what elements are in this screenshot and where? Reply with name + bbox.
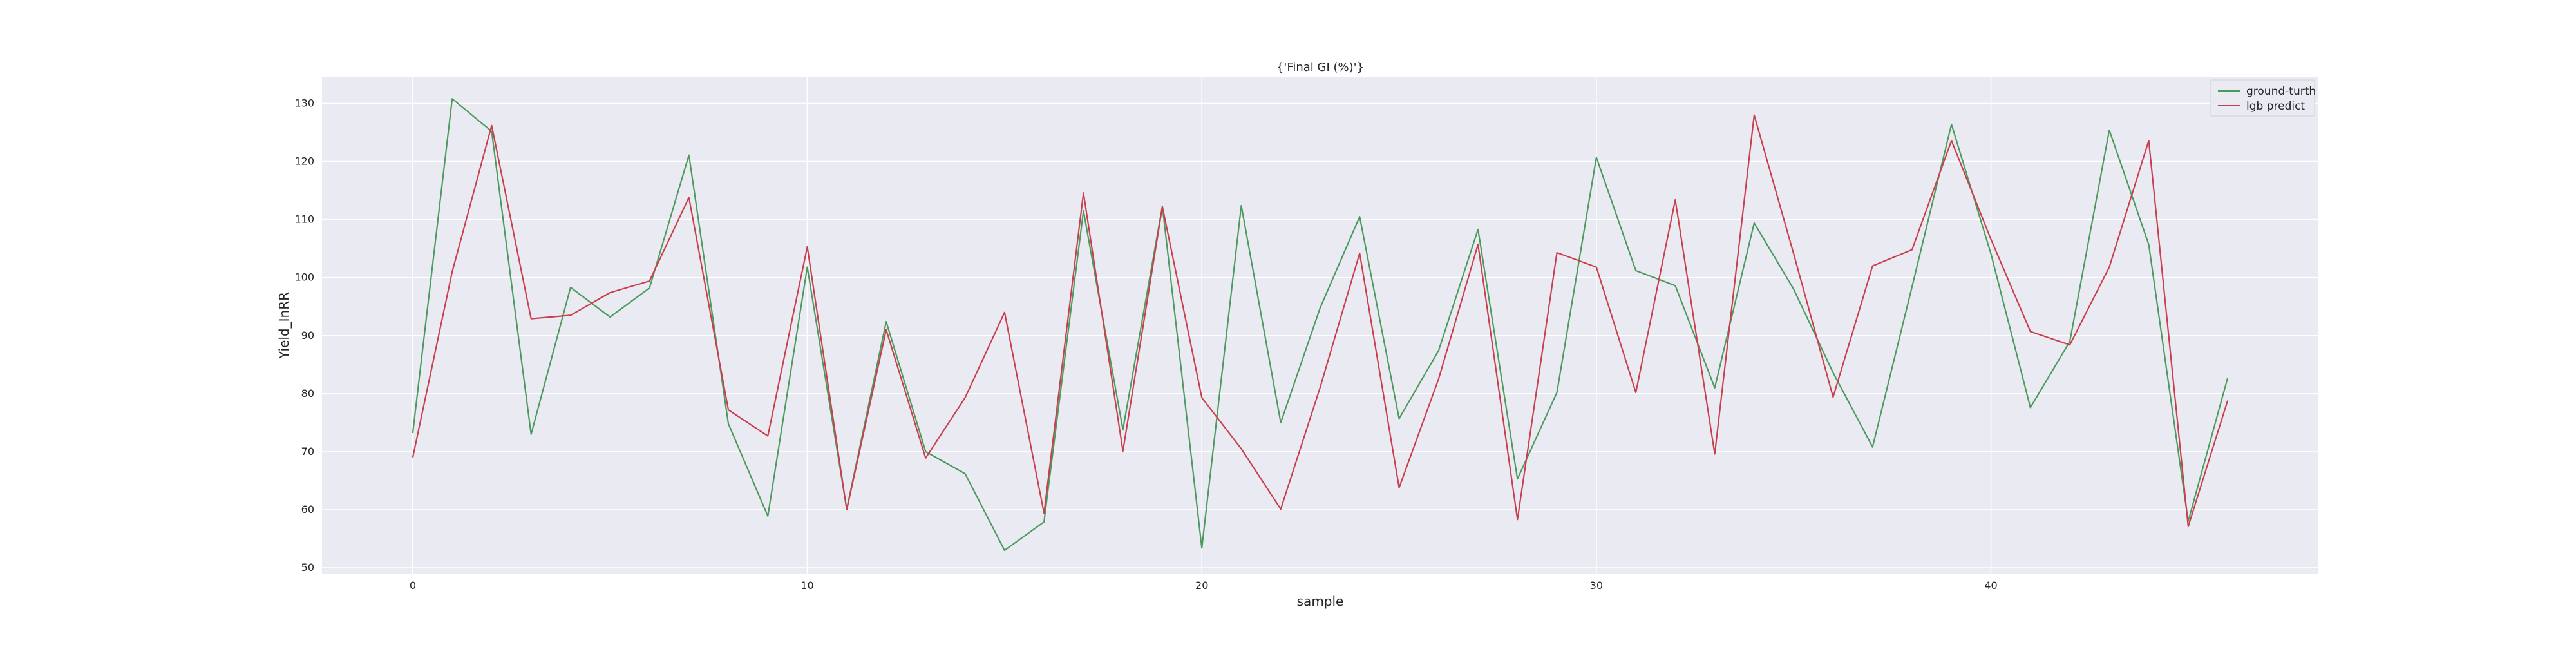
- chart-title: {'Final GI (%)'}: [1276, 61, 1364, 74]
- y-tick-label: 100: [294, 271, 314, 284]
- legend-box: [2210, 79, 2315, 117]
- series-line-lgb-predict: [412, 114, 2229, 528]
- grid-lines: [322, 77, 2318, 574]
- series-line-ground-turth: [412, 98, 2229, 552]
- y-tick-label: 50: [301, 561, 314, 574]
- x-tick-label: 0: [410, 579, 416, 592]
- x-tick-label: 30: [1590, 579, 1603, 592]
- legend: ground-turth lgb predict: [2210, 79, 2316, 117]
- tick-labels: 0 10 20 30 40 50 60 70 80 90 100 110 120 130: [294, 97, 1997, 592]
- y-tick-label: 90: [301, 329, 314, 342]
- x-tick-label: 10: [800, 579, 813, 592]
- y-axis-label: Yield_InRR: [276, 292, 292, 360]
- y-tick-label: 60: [301, 503, 314, 516]
- y-tick-label: 130: [294, 97, 314, 110]
- x-axis-label: sample: [1297, 594, 1344, 609]
- legend-label-lgb-predict: lgb predict: [2246, 100, 2305, 113]
- y-tick-label: 120: [294, 155, 314, 168]
- y-tick-label: 70: [301, 445, 314, 458]
- y-tick-label: 80: [301, 387, 314, 400]
- x-tick-label: 20: [1195, 579, 1208, 592]
- x-tick-label: 40: [1984, 579, 1997, 592]
- y-tick-label: 110: [294, 213, 314, 226]
- series-lines: [412, 98, 2229, 552]
- legend-label-ground-turth: ground-turth: [2246, 85, 2316, 98]
- plot-area: [322, 77, 2318, 574]
